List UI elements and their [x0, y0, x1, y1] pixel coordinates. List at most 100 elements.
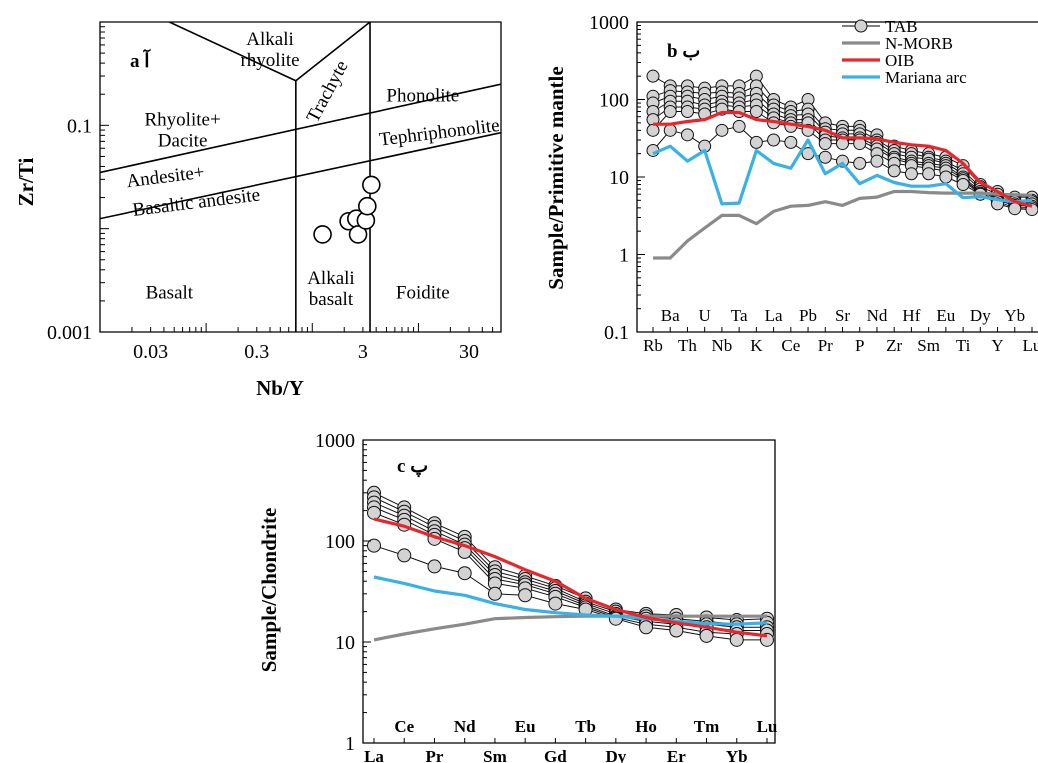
legend-label: TAB: [885, 17, 918, 36]
tab-sample-point: [729, 632, 744, 647]
field-label-line: basalt: [309, 289, 354, 310]
panel-c-x-tick-label: La: [364, 747, 384, 763]
mariana-arc-line: [652, 138, 1033, 206]
panel-a-label: a آ: [130, 48, 151, 72]
tab-sample-point: [457, 566, 472, 581]
field-label-line: Foidite: [396, 283, 450, 304]
panel-a-x-tick-label: 0.03: [133, 341, 168, 363]
sample-point: [358, 196, 377, 216]
tab-sample-point: [518, 588, 533, 603]
tab-sample-point: [663, 123, 677, 137]
tab-sample-point: [939, 170, 953, 184]
panel-c-x-tick-label-inner: Ho: [635, 717, 657, 736]
field-label: Rhyolite+ Dacite: [145, 109, 221, 151]
tab-sample-point: [1008, 202, 1022, 216]
tab-sample-point: [367, 505, 381, 520]
panel-a-y-tick-label: 0.001: [47, 322, 92, 344]
sample-point: [362, 175, 381, 195]
tab-sample-point: [749, 105, 763, 119]
panel-c-x-tick-label: Er: [667, 747, 686, 763]
sample-point: [313, 225, 332, 244]
panel-c-y-tick-label: 1000: [315, 430, 355, 452]
n-morb-line: [373, 614, 767, 642]
tab-sample-line: [373, 492, 768, 621]
tab-sample-point: [646, 69, 660, 83]
panel-b-x-tick-label: Nb: [712, 336, 733, 355]
panel-b-x-tick-label: Y: [991, 336, 1003, 355]
panel-b-series: [646, 69, 1038, 260]
panel-b-x-tick-label: Sm: [917, 336, 940, 355]
panel-c-x-tick-label-inner: Lu: [757, 717, 778, 736]
field-label-line: Phonolite: [386, 86, 459, 107]
panel-c-y-tick-label: 100: [325, 531, 355, 553]
panel-c-x-tick-label: Dy: [605, 747, 626, 763]
tab-sample-point: [732, 119, 746, 133]
field-label-line: Rhyolite+: [145, 109, 221, 130]
field-boundary-line: [100, 83, 501, 174]
panel-a-y-axis-title: Zr/Ti: [14, 158, 38, 207]
panel-a-x-axis-title: Nb/Y: [256, 376, 304, 400]
panel-b: 0.1 1 10 100 1000 Rb Th Nb K Ce Pr P Zr Sm Ti Y Lu Ba U Ta L…: [544, 12, 1038, 355]
tab-sample-point: [956, 178, 970, 192]
panel-c-y-tick-label: 1: [345, 733, 355, 755]
field-label-line: Basalt: [146, 283, 194, 304]
panel-b-y-tick-label: 1000: [589, 12, 629, 34]
field-label-line: Alkali: [246, 29, 294, 50]
tab-sample-point: [487, 586, 502, 601]
panel-c-y-axis-title: Sample/Chondrite: [257, 508, 281, 673]
tab-sample-point: [853, 156, 867, 170]
panel-b-x-tick-label-inner: Eu: [936, 306, 955, 325]
tab-sample-point: [904, 167, 918, 181]
panel-c-x-tick-label-inner: Tm: [694, 717, 720, 736]
tab-sample-point: [427, 559, 442, 574]
panel-b-axes: 0.1 1 10 100 1000 Rb Th Nb K Ce Pr P Zr Sm Ti Y Lu Ba U Ta L…: [589, 12, 1038, 355]
panel-b-x-tick-label: Zr: [886, 336, 902, 355]
panel-b-x-tick-label-inner: Ta: [731, 306, 748, 325]
tab-sample-point: [887, 164, 901, 178]
panel-a-field-boundaries: [100, 22, 501, 332]
field-label: Foidite: [396, 283, 450, 304]
panel-b-x-tick-label: Th: [678, 336, 697, 355]
field-label-line: Basaltic andesite: [131, 184, 261, 220]
panel-c-x-tick-label-inner: Eu: [515, 717, 536, 736]
panel-b-label: b ب: [667, 41, 700, 62]
panel-a-axes: 0.03 0.3 3 30 0.001 0.1: [47, 21, 502, 363]
tab-sample-point: [669, 623, 684, 638]
panel-b-y-axis-title: Sample/Primitive mantle: [544, 66, 568, 289]
panel-b-y-tick-label: 1: [619, 245, 629, 267]
field-boundary-line: [100, 131, 501, 220]
panel-b-frame: [636, 21, 1038, 333]
tab-sample-point: [608, 611, 623, 626]
field-label: Basaltic andesite: [131, 184, 261, 220]
panel-b-x-tick-label: P: [855, 336, 864, 355]
oib-line: [653, 110, 1033, 208]
field-label: Phonolite: [386, 86, 459, 107]
tab-sample-point: [784, 135, 798, 149]
field-label-line: Dacite: [158, 130, 208, 151]
panel-b-x-tick-label-inner: Nd: [867, 306, 888, 325]
panel-b-y-tick-label: 100: [599, 90, 629, 112]
panel-c-x-tick-label: Pr: [425, 747, 443, 763]
field-label: Basalt: [146, 283, 194, 304]
tab-sample-point: [715, 123, 729, 137]
panel-b-x-tick-label: Lu: [1023, 336, 1038, 355]
tab-sample-point: [367, 538, 381, 553]
panel-c-y-tick-label: 10: [335, 632, 355, 654]
field-boundary-line: [295, 22, 371, 82]
panel-c-x-tick-label-inner: Nd: [454, 717, 476, 736]
oib-line: [373, 517, 768, 638]
panel-c-x-tick-label: Sm: [483, 747, 507, 763]
panel-b-x-tick-label-inner: Dy: [970, 306, 991, 325]
panel-b-x-tick-label-inner: Hf: [902, 306, 920, 325]
tab-sample-point: [818, 137, 832, 151]
field-label: Andesite+: [125, 162, 205, 192]
panel-b-y-tick-label: 10: [609, 167, 629, 189]
mariana-arc-line: [373, 575, 768, 626]
panel-a-x-tick-label: 0.3: [244, 341, 269, 363]
legend-label: OIB: [885, 51, 914, 70]
panel-c-axes: 1 10 100 1000 La Pr Sm Gd Dy Er Yb Ce Nd Eu Tb Ho Tm Lu: [315, 430, 777, 763]
